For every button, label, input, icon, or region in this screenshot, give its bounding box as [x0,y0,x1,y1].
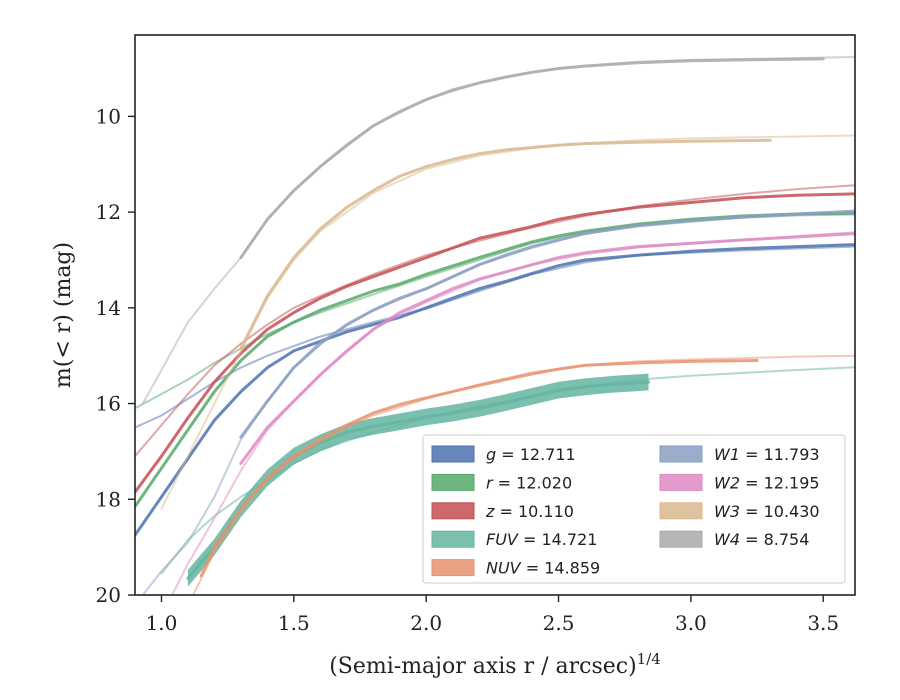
legend-swatch-z [431,502,475,520]
y-axis-title: m(< r) (mag) [51,242,76,388]
legend-swatch-w3 [659,502,703,520]
series-w1-line [239,209,855,439]
y-tick-label: 20 [96,583,121,607]
legend-swatch-fuv [431,530,475,548]
x-tick-label: 3.0 [675,611,707,635]
legend-swatch-w2 [659,473,703,491]
legend-label-w1: W1 = 11.793 [714,445,820,464]
series-layer [135,56,855,595]
series-nuv-line [199,359,759,578]
legend-label-z: z = 10.110 [485,502,574,521]
x-tick-label: 1.5 [278,611,310,635]
legend-swatch-g [431,445,475,463]
legend-label-w4: W4 = 8.754 [714,530,809,549]
series-w3-outer-line [160,134,855,510]
legend-swatch-w4 [659,530,703,548]
x-axis-title: (Semi-major axis r / arcsec)1/4 [329,650,661,679]
series-fuv-band [187,373,649,587]
series-g-line [135,243,855,537]
y-tick-label: 18 [96,487,121,511]
x-axis: 1.0 1.5 2.0 2.5 3.0 3.5 [146,595,839,635]
series-w2-line [239,232,855,465]
legend: g = 12.711 r = 12.020 z = 10.110 FUV = 14.7… [422,434,846,584]
legend-swatch-nuv [431,559,475,577]
y-tick-label: 14 [96,296,121,320]
legend-label-nuv: NUV = 14.859 [486,559,600,578]
plot-frame [134,34,856,596]
x-tick-label: 2.0 [410,611,442,635]
legend-label-fuv: FUV = 14.721 [486,530,597,549]
series-r-outer-line [135,213,855,410]
legend-label-r: r = 12.020 [486,473,572,492]
legend-label-w3: W3 = 10.430 [714,502,820,521]
legend-label-w2: W2 = 12.195 [714,473,820,492]
y-axis: 10 12 14 16 18 20 [96,104,135,607]
x-axis-title-superscript: 1/4 [637,650,661,668]
legend-swatch-w1 [659,445,703,463]
x-tick-label: 3.5 [807,611,839,635]
y-tick-label: 16 [96,392,121,416]
x-tick-label: 1.0 [146,611,178,635]
x-tick-label: 2.5 [543,611,575,635]
series-w4-line [239,57,825,260]
legend-label-g: g = 12.711 [486,445,576,464]
legend-frame [422,434,846,584]
series-z-outer-line [135,184,855,458]
series-z-line [135,192,855,494]
y-tick-label: 10 [96,104,121,128]
series-w3-line [239,138,772,350]
legend-swatch-r [431,473,475,491]
y-tick-label: 12 [96,200,121,224]
